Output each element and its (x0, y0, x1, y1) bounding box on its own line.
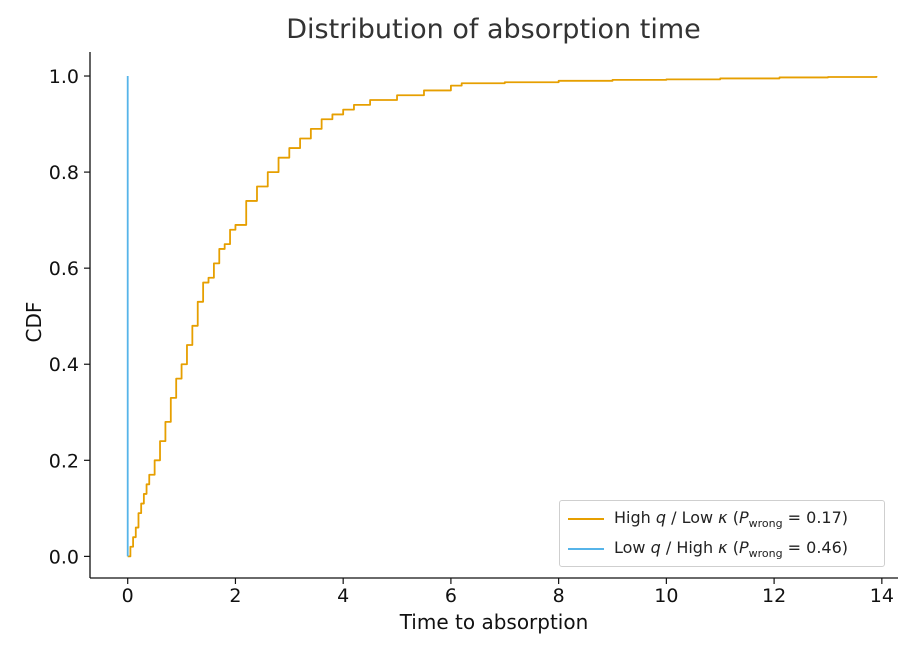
x-tick-label: 14 (870, 585, 894, 607)
y-tick-label: 1.0 (49, 66, 79, 88)
legend-text-part: P (738, 507, 749, 527)
legend-item-low-q: Low q / High κ (Pwrong = 0.46) (568, 537, 848, 561)
x-tick-label: 10 (654, 585, 678, 607)
legend-text-part: wrong (748, 547, 783, 561)
legend-text-part: ( (727, 537, 739, 557)
y-tick-label: 0.6 (49, 258, 79, 280)
legend-text-part: P (738, 537, 749, 557)
legend-text-part: High (614, 507, 656, 527)
x-tick-label: 4 (337, 585, 349, 607)
y-tick-label: 0.2 (49, 450, 79, 472)
legend-item-high-q: High q / Low κ (Pwrong = 0.17) (568, 507, 848, 531)
axes (89, 52, 898, 579)
x-axis-label: Time to absorption (399, 610, 589, 634)
chart-title: Distribution of absorption time (286, 14, 701, 45)
y-axis-label: CDF (22, 301, 46, 343)
ticks: 0 2 4 6 8 10 12 14 0.0 0.2 0.4 0.6 0.8 1.0 (49, 66, 894, 607)
x-tick-label: 0 (122, 585, 134, 607)
series-line-0 (127, 76, 878, 558)
x-tick-label: 12 (762, 585, 786, 607)
y-tick-label: 0.4 (49, 354, 79, 376)
legend-text-part: wrong (748, 517, 783, 531)
x-tick-label: 2 (229, 585, 241, 607)
legend-text-high-q: High q / Low κ (Pwrong = 0.17) (614, 508, 848, 530)
legend-text-part: / Low (666, 507, 719, 527)
legend-text-part: ( (727, 507, 739, 527)
y-tick-label: 0.8 (49, 162, 79, 184)
legend-text-part: κ (718, 507, 728, 527)
legend-text-part: q (655, 507, 667, 527)
legend-text-part: q (650, 537, 661, 557)
x-tick-label: 6 (445, 585, 457, 607)
legend-text-part: Low (614, 537, 651, 557)
series-layer (126, 76, 878, 558)
legend-swatch-high-q (568, 518, 604, 520)
legend-text-part: κ (718, 537, 728, 557)
legend-swatch-low-q (568, 548, 604, 550)
legend: High q / Low κ (Pwrong = 0.17) Low q / H… (559, 500, 885, 567)
legend-text-low-q: Low q / High κ (Pwrong = 0.46) (614, 538, 848, 560)
x-tick-label: 8 (553, 585, 565, 607)
legend-text-part: / High (660, 537, 719, 557)
legend-text-part: = 0.17) (782, 507, 849, 527)
legend-text-part: = 0.46) (782, 537, 849, 557)
y-tick-label: 0.0 (49, 546, 79, 568)
